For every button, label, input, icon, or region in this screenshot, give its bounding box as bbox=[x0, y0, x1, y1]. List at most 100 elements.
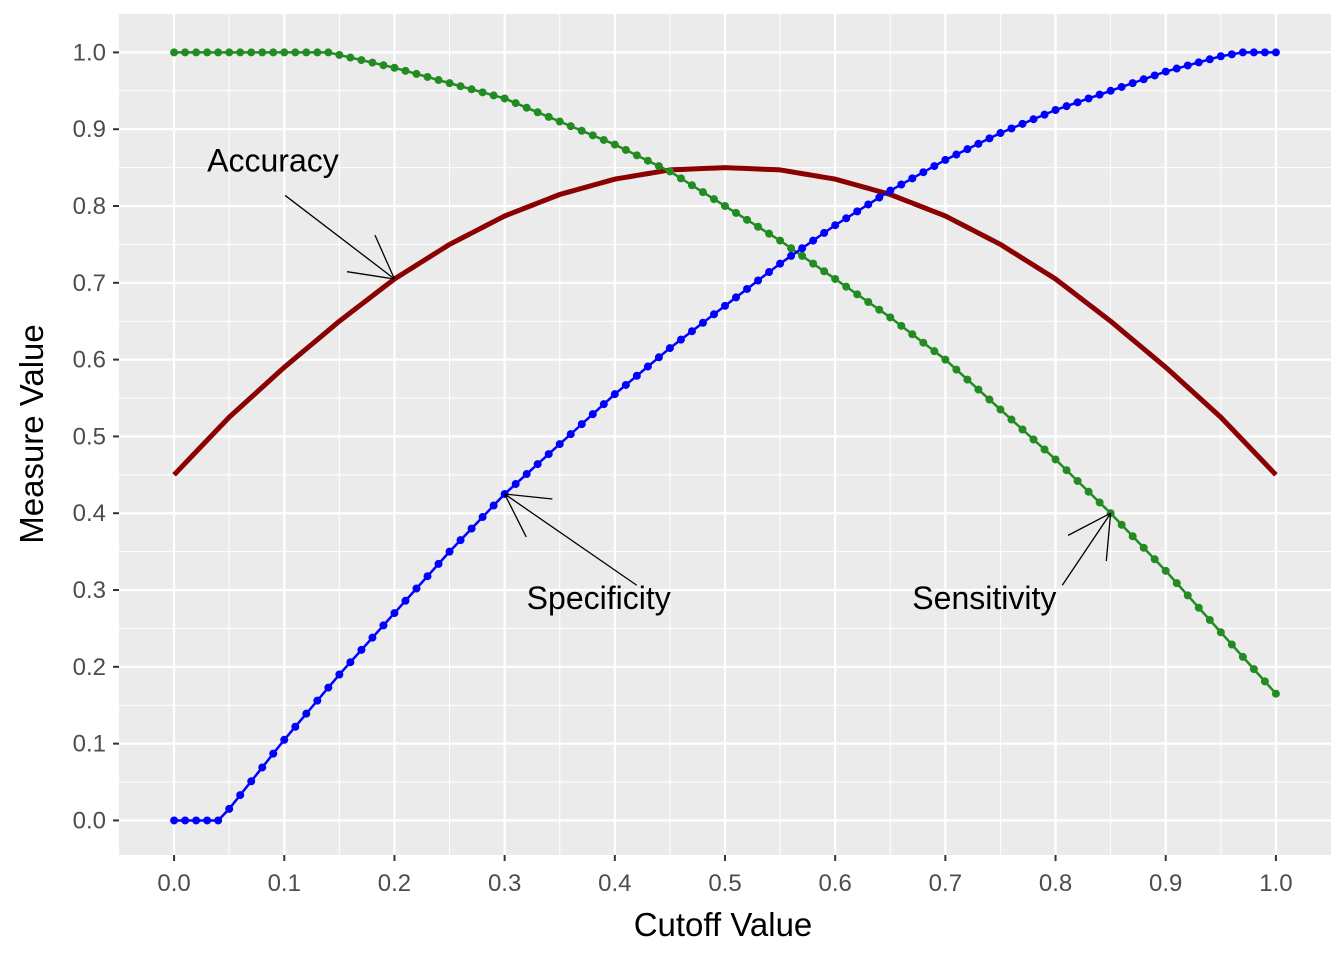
specificity-point bbox=[379, 621, 388, 630]
specificity-point bbox=[203, 816, 212, 825]
sensitivity-point bbox=[280, 48, 289, 57]
specificity-point bbox=[875, 193, 884, 202]
specificity-point bbox=[765, 268, 774, 277]
y-tick-label: 1.0 bbox=[73, 39, 106, 66]
sensitivity-point bbox=[1238, 652, 1247, 661]
sensitivity-point bbox=[324, 48, 333, 57]
sensitivity-point bbox=[214, 48, 223, 57]
specificity-point bbox=[1260, 48, 1269, 57]
sensitivity-point bbox=[225, 48, 234, 57]
sensitivity-point bbox=[864, 298, 873, 307]
specificity-point bbox=[1194, 58, 1203, 67]
sensitivity-point bbox=[1029, 435, 1038, 444]
sensitivity-point bbox=[390, 63, 399, 72]
sensitivity-point bbox=[743, 215, 752, 224]
accuracy-arrowhead bbox=[374, 234, 396, 280]
specificity-point bbox=[985, 134, 994, 143]
specificity-point bbox=[324, 683, 333, 692]
specificity-point bbox=[820, 228, 829, 237]
sensitivity-arrowhead bbox=[1105, 513, 1112, 562]
specificity-point bbox=[533, 460, 542, 469]
sensitivity-point bbox=[963, 375, 972, 384]
major-grid bbox=[119, 14, 1331, 855]
specificity-point bbox=[192, 816, 201, 825]
sensitivity-point bbox=[522, 103, 531, 112]
sensitivity-point bbox=[643, 156, 652, 165]
sensitivity-point bbox=[754, 222, 763, 231]
specificity-point bbox=[1183, 61, 1192, 70]
specificity-point bbox=[842, 214, 851, 223]
sensitivity-point bbox=[919, 338, 928, 347]
specificity-point bbox=[335, 670, 344, 679]
specificity-annotation-arrow bbox=[504, 493, 638, 586]
accuracy-annotation-label: Accuracy bbox=[207, 142, 339, 178]
sensitivity-point bbox=[632, 151, 641, 160]
specificity-point bbox=[1227, 50, 1236, 59]
sensitivity-point bbox=[258, 48, 267, 57]
sensitivity-point bbox=[698, 188, 707, 197]
annotation-layer: Accuracy Specificity Sensitivity bbox=[207, 142, 1112, 616]
specificity-point bbox=[467, 524, 476, 533]
specificity-point bbox=[1073, 98, 1082, 107]
specificity-point bbox=[302, 709, 311, 718]
x-tick-label: 0.7 bbox=[929, 870, 962, 897]
specificity-point bbox=[544, 450, 553, 459]
y-tick-label: 0.0 bbox=[73, 807, 106, 834]
specificity-point bbox=[1062, 102, 1071, 111]
specificity-point bbox=[412, 584, 421, 593]
sensitivity-point bbox=[820, 267, 829, 276]
specificity-point bbox=[1029, 115, 1038, 124]
sensitivity-point bbox=[809, 259, 818, 268]
specificity-point bbox=[665, 344, 674, 353]
specificity-point bbox=[853, 207, 862, 216]
sensitivity-point bbox=[544, 112, 553, 121]
sensitivity-point bbox=[985, 395, 994, 404]
specificity-point bbox=[709, 310, 718, 319]
sensitivity-point bbox=[368, 58, 377, 67]
specificity-point bbox=[610, 390, 619, 399]
y-tick-label: 0.7 bbox=[73, 270, 106, 297]
sensitivity-point bbox=[1040, 445, 1049, 454]
sensitivity-point bbox=[1205, 615, 1214, 624]
sensitivity-point bbox=[346, 53, 355, 62]
specificity-point bbox=[809, 236, 818, 245]
sensitivity-point bbox=[875, 305, 884, 314]
y-tick-label: 0.9 bbox=[73, 116, 106, 143]
specificity-point bbox=[1205, 55, 1214, 64]
specificity-point bbox=[687, 327, 696, 336]
y-tick-label: 0.6 bbox=[73, 347, 106, 374]
specificity-point bbox=[1095, 90, 1104, 99]
sensitivity-point bbox=[1183, 591, 1192, 600]
sensitivity-point bbox=[478, 88, 487, 97]
sensitivity-point bbox=[1117, 520, 1126, 529]
sensitivity-annotation-arrow bbox=[1061, 512, 1112, 586]
accuracy-arrowhead bbox=[346, 271, 395, 280]
sensitivity-point bbox=[533, 108, 542, 117]
specificity-point bbox=[930, 162, 939, 171]
x-tick-label: 1.0 bbox=[1259, 870, 1292, 897]
y-tick-label: 0.1 bbox=[73, 731, 106, 758]
sensitivity-point bbox=[610, 140, 619, 149]
sensitivity-point bbox=[511, 99, 520, 108]
specificity-point bbox=[401, 596, 410, 605]
sensitivity-point bbox=[1194, 603, 1203, 612]
sensitivity-point bbox=[181, 48, 190, 57]
specificity-point bbox=[1007, 124, 1016, 133]
x-tick-label: 0.5 bbox=[708, 870, 741, 897]
specificity-point bbox=[776, 259, 785, 268]
sensitivity-point bbox=[1249, 665, 1258, 674]
sensitivity-arrowhead bbox=[1067, 512, 1111, 536]
sensitivity-point bbox=[908, 330, 917, 339]
specificity-point bbox=[511, 480, 520, 489]
x-tick-label: 0.4 bbox=[598, 870, 631, 897]
specificity-point bbox=[1238, 48, 1247, 57]
y-axis-title: Measure Value bbox=[13, 324, 50, 544]
series-layer bbox=[170, 48, 1280, 825]
x-tick-label: 0.2 bbox=[378, 870, 411, 897]
sensitivity-point bbox=[1260, 677, 1269, 686]
sensitivity-point bbox=[1007, 415, 1016, 424]
sensitivity-point bbox=[1150, 555, 1159, 564]
specificity-point bbox=[280, 735, 289, 744]
sensitivity-point bbox=[423, 72, 432, 81]
specificity-point bbox=[555, 440, 564, 449]
